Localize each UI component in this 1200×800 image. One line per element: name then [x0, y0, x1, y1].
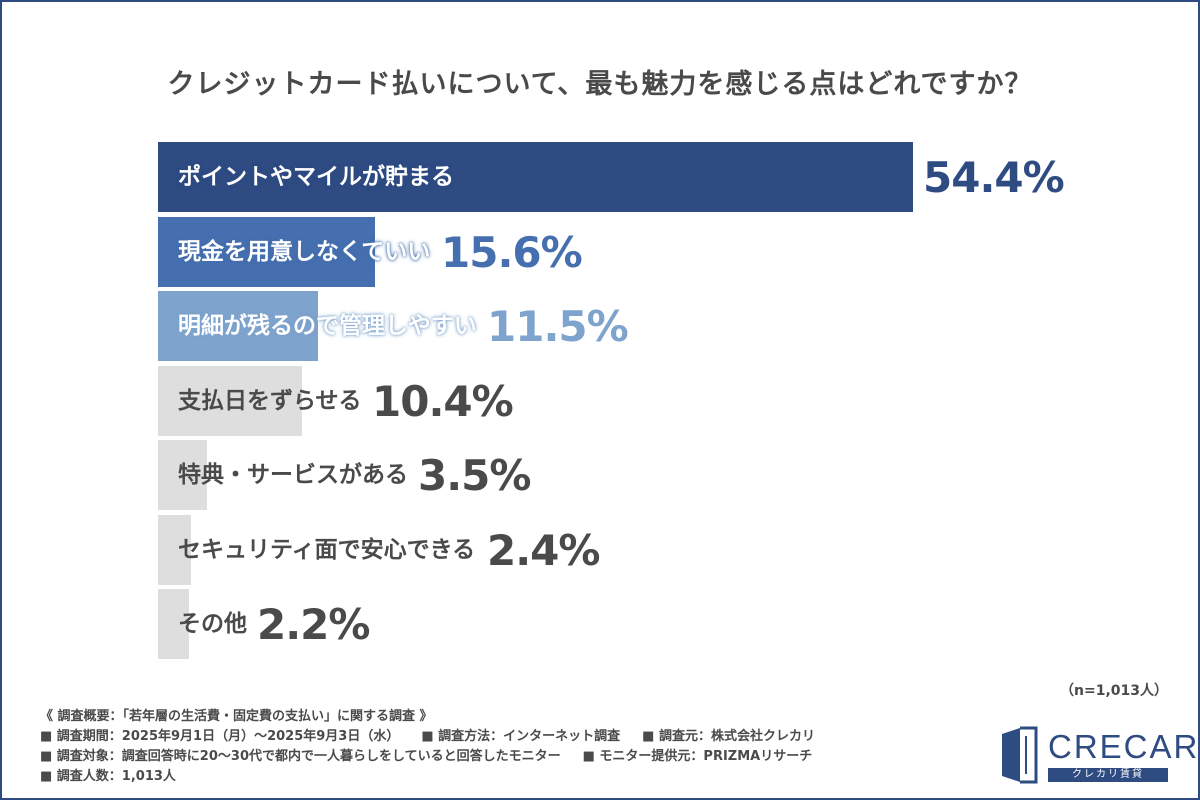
survey-notes: 《 調査概要：「若年層の生活費・固定費の支払い」に関する調査 》 ■ 調査期間：… — [40, 707, 940, 787]
logo-wordmark: CRECARI — [1048, 728, 1200, 765]
logo-subtitle: クレカリ賃貸 — [1048, 768, 1168, 782]
bar-value-label: 54.4% — [923, 153, 1065, 202]
bar — [158, 217, 375, 287]
survey-method: ■ 調査方法：インターネット調査 — [421, 729, 621, 744]
bar-label: 現金を用意しなくていい — [178, 239, 431, 265]
bar-label: 明細が残るので管理しやすい — [178, 313, 477, 339]
bar — [158, 515, 191, 585]
survey-overview: 《 調査概要：「若年層の生活費・固定費の支払い」に関する調査 》 — [40, 709, 433, 724]
bar-label: セキュリティ面で安心できる — [178, 537, 476, 563]
bar-value-label: 3.5% — [418, 451, 531, 500]
bar — [158, 589, 189, 659]
survey-period: ■ 調査期間：2025年9月1日（月）～2025年9月3日（水） — [40, 729, 400, 744]
survey-count: ■ 調査人数：1,013人 — [40, 769, 176, 784]
bar-value-label: 10.4% — [372, 377, 514, 426]
bar-value-label: 2.4% — [487, 526, 600, 575]
bar-value-label: 2.2% — [257, 600, 370, 649]
survey-line-period: ■ 調査期間：2025年9月1日（月）～2025年9月3日（水） ■ 調査方法：イ… — [40, 727, 940, 747]
survey-provider: ■ モニター提供元：PRIZMAリサーチ — [582, 749, 813, 764]
survey-target: ■ 調査対象：調査回答時に20～30代で都内で一人暮らしをしていると回答したモニ… — [40, 749, 561, 764]
bar-label: 支払日をずらせる — [178, 388, 362, 414]
bar — [158, 440, 207, 510]
bar-label: 特典・サービスがある — [178, 462, 408, 488]
bar-chart: ポイントやマイルが貯まる 54.4% 現金を用意しなくていい 15.6% 明細が残るので… — [158, 142, 1158, 662]
bar — [158, 291, 318, 361]
chart-title: クレジットカード払いについて、最も魅力を感じる点はどれですか？ — [167, 69, 1033, 100]
bar-value-label: 15.6% — [441, 228, 583, 277]
bar-label: その他 — [178, 611, 247, 637]
sample-size: （n=1,013人） — [1060, 683, 1168, 699]
survey-line-target: ■ 調査対象：調査回答時に20～30代で都内で一人暮らしをしていると回答したモニ… — [40, 747, 940, 767]
bar-label: ポイントやマイルが貯まる — [178, 164, 454, 190]
door-icon — [1002, 726, 1038, 784]
crecari-logo: CRECARI クレカリ賃貸 — [998, 726, 1200, 784]
bar-value-label: 11.5% — [487, 302, 629, 351]
bar — [158, 142, 913, 212]
bar — [158, 366, 302, 436]
survey-organizer: ■ 調査元：株式会社クレカリ — [642, 729, 815, 744]
